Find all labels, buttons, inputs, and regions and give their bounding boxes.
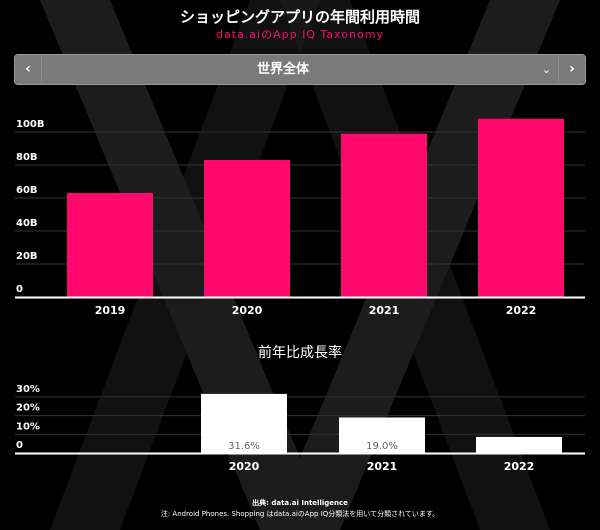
y-tick-label: 40B — [16, 218, 38, 229]
y-tick-label: 0 — [16, 284, 23, 295]
region-selector[interactable]: ‹ 世界全体 ⌄ › — [14, 54, 586, 85]
x-tick-label: 2022 — [506, 304, 537, 317]
growth-bar-2022 — [476, 436, 562, 453]
bar-2019 — [67, 193, 153, 297]
footnote: 注: Android Phones. Shopping はdata.aiのApp… — [160, 510, 440, 518]
chevron-right-icon[interactable]: › — [558, 55, 585, 84]
y-tick-label: 0 — [16, 440, 23, 451]
x-tick-label: 2020 — [232, 304, 263, 317]
chevron-left-icon[interactable]: ‹ — [15, 55, 42, 84]
growth-chart-title: 前年比成長率 — [258, 345, 342, 361]
data-label: 31.6% — [228, 441, 260, 452]
x-tick-label: 2019 — [95, 304, 126, 317]
growth-bar-2021 — [339, 417, 425, 453]
data-label: 19.0% — [366, 441, 398, 452]
x-tick-label: 2020 — [229, 460, 260, 473]
x-tick-label: 2021 — [367, 460, 398, 473]
source-note: 出典: data.ai Intelligence — [252, 499, 348, 507]
y-tick-label: 60B — [16, 185, 38, 196]
growth-bar-2020 — [201, 393, 287, 453]
y-tick-label: 10% — [16, 421, 40, 432]
region-dropdown-value[interactable]: 世界全体 — [256, 62, 309, 77]
chart-subtitle: data.aiのApp IQ Taxonomy — [216, 28, 384, 41]
chart-title: ショッピングアプリの年間利用時間 — [179, 8, 420, 26]
bar-2021 — [341, 133, 427, 297]
y-tick-label: 20% — [16, 403, 40, 414]
y-tick-label: 100B — [16, 119, 45, 130]
bar-2020 — [204, 160, 290, 297]
x-tick-label: 2021 — [369, 304, 400, 317]
y-tick-label: 80B — [16, 152, 38, 163]
chevron-down-icon[interactable]: ⌄ — [541, 63, 551, 76]
y-tick-label: 30% — [16, 384, 40, 395]
y-tick-label: 20B — [16, 251, 38, 262]
x-tick-label: 2022 — [504, 460, 535, 473]
bar-2022 — [478, 118, 564, 297]
